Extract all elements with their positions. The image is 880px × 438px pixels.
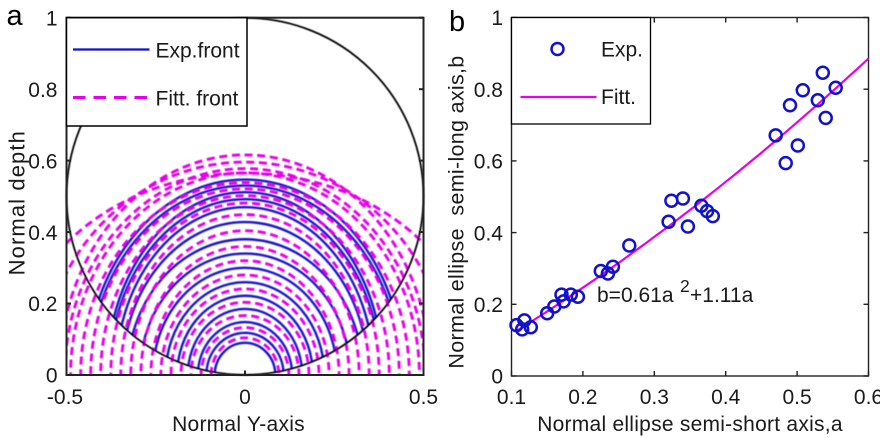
svg-text:0: 0 [46,365,58,388]
svg-text:Normal Y-axis: Normal Y-axis [172,413,305,436]
svg-text:Fitt. front: Fitt. front [156,88,239,111]
svg-text:b=0.61a: b=0.61a [597,284,674,307]
svg-text:a: a [7,0,24,32]
svg-text:0.6: 0.6 [474,151,503,174]
svg-text:0.3: 0.3 [640,386,669,409]
svg-text:0.6: 0.6 [854,386,880,409]
svg-text:0.8: 0.8 [28,79,57,102]
svg-text:0.4: 0.4 [28,222,58,245]
svg-text:+1.11a: +1.11a [690,284,754,307]
svg-text:0.8: 0.8 [474,79,503,102]
svg-text:1: 1 [491,7,503,30]
svg-text:0.4: 0.4 [474,222,504,245]
svg-text:0.2: 0.2 [28,293,57,316]
svg-text:0.5: 0.5 [782,386,811,409]
svg-text:0: 0 [239,386,251,409]
svg-text:0.4: 0.4 [711,386,741,409]
svg-text:Normal ellipse semi-short axis: Normal ellipse semi-short axis,a [537,413,843,436]
svg-text:Normal ellipse semi-long axis: Normal ellipse semi-long axis,b [445,55,469,368]
svg-text:b: b [449,6,465,38]
svg-text:0: 0 [491,366,503,389]
svg-text:0.2: 0.2 [474,294,503,317]
svg-text:Exp.front: Exp.front [156,40,240,63]
svg-text:-0.5: -0.5 [47,386,83,409]
svg-text:Fitt.: Fitt. [601,86,636,109]
svg-text:0.2: 0.2 [568,386,597,409]
svg-text:2: 2 [680,276,690,296]
svg-text:0.5: 0.5 [409,386,438,409]
svg-text:Exp.: Exp. [601,39,643,62]
svg-text:0.1: 0.1 [497,386,526,409]
svg-text:1: 1 [46,7,58,30]
svg-text:0.6: 0.6 [28,150,57,173]
svg-text:Normal depth: Normal depth [5,130,30,275]
